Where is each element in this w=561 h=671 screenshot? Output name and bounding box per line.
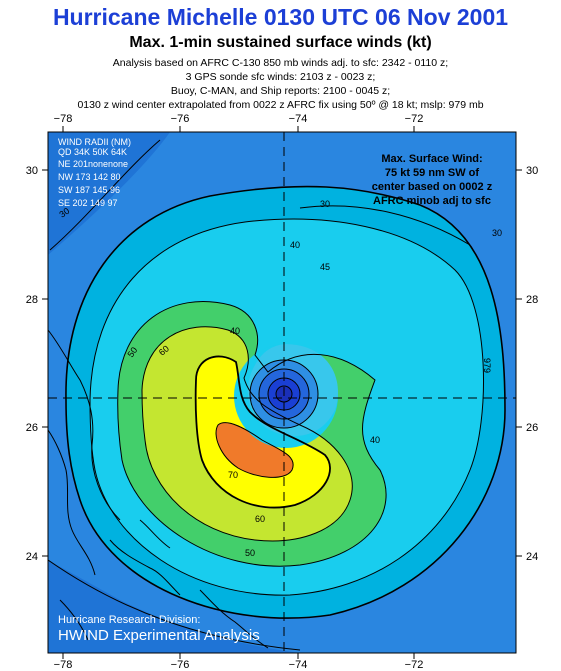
chart-subtitle: Max. 1-min sustained surface winds (kt) [129,34,432,51]
plot-frame [47,131,517,654]
max-wind-annotation: Max. Surface Wind: 75 kt 59 nm SW of cen… [372,153,493,207]
lat-tick-right-2: 28 [526,294,538,306]
contour-label-40-e: 40 [370,435,380,445]
coastlines [48,329,269,649]
footer-division: Hurricane Research Division: [58,614,200,626]
lon-tick-bottom-4: −72 [405,659,424,671]
lon-tick-top-3: −74 [289,113,308,125]
lat-tick-right-3: 26 [526,422,538,434]
lon-tick-bottom-2: −76 [171,659,190,671]
info-line-1: Analysis based on AFRC C-130 850 mb wind… [112,57,449,69]
lat-tick-left-3: 26 [26,422,38,434]
wind-radii-row-ne: NE 201nonenone [58,159,128,169]
band-below-30-nw [48,132,170,255]
lat-tick-left-4: 24 [26,551,38,563]
lat-tick-right-4: 24 [526,551,538,563]
wind-radii-columns: QD 34K 50K 64K [58,147,127,157]
contour-label-group: 30 30 30 40 40 40 45 50 50 60 60 70 979 [57,199,502,558]
max-wind-line-4: AFRC minob adj to sfc [373,195,491,207]
footer-product: HWIND Experimental Analysis [58,627,260,644]
band-75kt-max [216,422,294,478]
contour-label-50-w: 50 [125,345,139,359]
contour-label-50-s: 50 [245,548,255,558]
wind-radii-table: WIND RADII (NM) QD 34K 50K 64K NE 201non… [58,137,131,208]
max-wind-line-3: center based on 0002 z [372,181,493,193]
contour-label-30-ne: 30 [492,228,502,238]
contour-label-60-w: 60 [157,343,171,357]
wind-radii-row-se: SE 202 149 97 [58,198,118,208]
info-line-2: 3 GPS sonde sfc winds: 2103 z - 0023 z; [185,71,376,83]
band-below-30-sw [48,560,300,653]
max-wind-line-1: Max. Surface Wind: [381,153,482,165]
contour-label-979: 979 [482,358,492,373]
lon-tick-top-1: −78 [54,113,73,125]
lat-tick-left-2: 28 [26,294,38,306]
wind-radii-row-nw: NW 173 142 80 [58,172,121,182]
contour-label-45: 45 [320,262,330,272]
lon-tick-top-2: −76 [171,113,190,125]
contour-label-60-s: 60 [255,514,265,524]
axis-labels: −78 −76 −74 −72 −78 −76 −74 −72 30 28 26… [26,113,539,671]
contour-label-30-n: 30 [320,199,330,209]
wind-radii-row-sw: SW 187 145 96 [58,185,120,195]
axis-ticks [42,126,522,659]
lat-tick-left-1: 30 [26,165,38,177]
max-wind-line-2: 75 kt 59 nm SW of [385,167,479,179]
chart-title: Hurricane Michelle 0130 UTC 06 Nov 2001 [52,4,509,30]
lon-tick-bottom-1: −78 [54,659,73,671]
lon-tick-top-4: −72 [405,113,424,125]
contour-label-40-n: 40 [290,240,300,250]
contour-label-40-w: 40 [230,326,240,336]
contour-label-70: 70 [228,470,238,480]
lat-tick-right-1: 30 [526,165,538,177]
lon-tick-bottom-3: −74 [289,659,308,671]
info-line-3: Buoy, C-MAN, and Ship reports: 2100 - 00… [170,85,391,97]
wind-radii-title: WIND RADII (NM) [58,137,131,147]
info-line-4: 0130 z wind center extrapolated from 002… [77,99,484,111]
contour-label-30-nw: 30 [57,206,71,220]
